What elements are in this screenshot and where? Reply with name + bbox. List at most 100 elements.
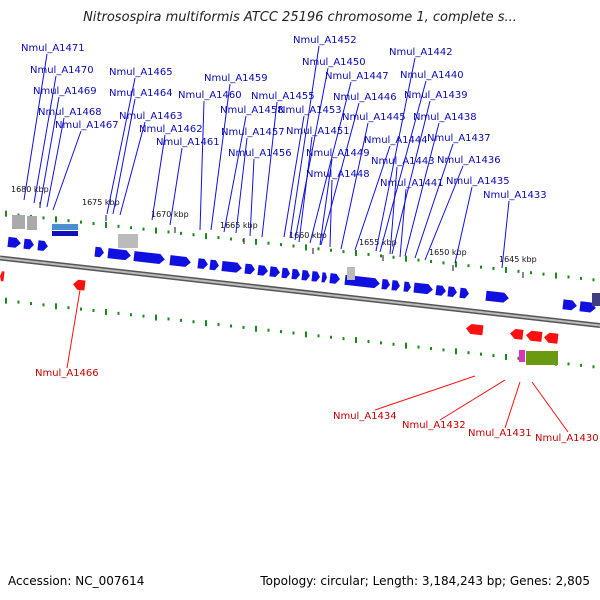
forward-gene bbox=[391, 280, 400, 291]
forward-gene-arrow bbox=[291, 268, 300, 280]
forward-gene-arrow bbox=[7, 236, 21, 248]
reverse-gene-arrow bbox=[0, 271, 5, 282]
misc-feature bbox=[52, 231, 78, 236]
forward-gene-arrow bbox=[244, 263, 255, 275]
forward-gene-arrow bbox=[169, 255, 191, 267]
reverse-gene bbox=[544, 332, 559, 344]
gene-label: Nmul_A1430 bbox=[535, 433, 599, 444]
gene-label: Nmul_A1438 bbox=[413, 112, 477, 123]
gene-label: Nmul_A1453 bbox=[278, 105, 342, 116]
gene-label-leader bbox=[320, 102, 360, 246]
forward-gene bbox=[562, 299, 577, 311]
gene-label-leader bbox=[199, 100, 205, 231]
gene-label: Nmul_A1460 bbox=[178, 90, 242, 101]
gene-label-leader bbox=[289, 45, 320, 239]
gene-label-leader bbox=[379, 80, 427, 253]
gene-label-leader bbox=[119, 121, 146, 216]
forward-gene bbox=[23, 238, 34, 250]
kbp-label: 1650 kbp bbox=[429, 248, 467, 257]
gene-label-leader bbox=[454, 186, 473, 264]
misc-feature bbox=[52, 224, 78, 230]
kbp-label: 1665 kbp bbox=[220, 221, 258, 230]
reverse-gene-arrow bbox=[73, 279, 86, 291]
forward-gene-arrow bbox=[133, 251, 165, 264]
gene-label-leader bbox=[404, 122, 440, 257]
gene-label-leader bbox=[210, 83, 231, 231]
forward-gene-arrow bbox=[485, 290, 509, 303]
reverse-gene-arrow bbox=[526, 330, 543, 342]
gene-label-leader bbox=[329, 179, 333, 248]
reverse-gene bbox=[0, 271, 5, 282]
gene-label: Nmul_A1439 bbox=[404, 90, 468, 101]
gene-label-leader bbox=[112, 98, 136, 215]
forward-gene-arrow bbox=[37, 240, 48, 251]
gene-label: Nmul_A1445 bbox=[342, 112, 406, 123]
gene-label-leader bbox=[298, 136, 313, 243]
gene-label: Nmul_A1441 bbox=[380, 178, 444, 189]
gene-label: Nmul_A1442 bbox=[389, 47, 453, 58]
gene-label: Nmul_A1465 bbox=[109, 67, 173, 78]
forward-gene bbox=[403, 281, 411, 292]
gene-label: Nmul_A1464 bbox=[109, 88, 173, 99]
gene-label-leader bbox=[319, 158, 333, 246]
gene-label-leader bbox=[52, 130, 82, 211]
forward-gene bbox=[435, 285, 446, 296]
gene-label: Nmul_A1463 bbox=[119, 111, 183, 122]
gene-label: Nmul_A1466 bbox=[35, 368, 99, 379]
gene-label-leader bbox=[309, 81, 352, 244]
forward-gene-arrow bbox=[381, 279, 390, 290]
gene-label: Nmul_A1452 bbox=[293, 35, 357, 46]
repeat-feature bbox=[12, 215, 25, 229]
gene-label-leader bbox=[375, 57, 416, 252]
gene-label-leader bbox=[414, 143, 454, 259]
forward-gene-arrow bbox=[107, 248, 131, 261]
misc-feature bbox=[519, 350, 525, 362]
forward-gene bbox=[485, 290, 509, 303]
gene-label: Nmul_A1458 bbox=[220, 105, 284, 116]
gene-label: Nmul_A1462 bbox=[139, 124, 203, 135]
forward-gene-arrow bbox=[221, 261, 242, 273]
gene-label-leader bbox=[424, 165, 464, 261]
forward-gene bbox=[311, 271, 320, 282]
kbp-label: 1680 kbp bbox=[11, 185, 49, 194]
gene-label-leader bbox=[235, 137, 248, 234]
gene-label: Nmul_A1467 bbox=[55, 120, 119, 131]
forward-gene-arrow bbox=[301, 270, 310, 281]
reverse-gene-arrow bbox=[544, 332, 559, 344]
forward-gene bbox=[381, 279, 390, 290]
gene-label-leader bbox=[46, 117, 65, 208]
forward-gene bbox=[7, 236, 21, 248]
forward-gene bbox=[459, 287, 469, 299]
forward-gene-arrow bbox=[281, 267, 290, 279]
gene-label: Nmul_A1449 bbox=[306, 148, 370, 159]
gene-label: Nmul_A1457 bbox=[221, 127, 285, 138]
reverse-gene bbox=[466, 324, 484, 336]
gene-label: Nmul_A1470 bbox=[30, 65, 94, 76]
gene-label-leader bbox=[33, 75, 57, 204]
forward-gene bbox=[209, 259, 219, 271]
forward-gene-arrow bbox=[23, 238, 34, 250]
gene-label-leader bbox=[223, 115, 247, 233]
reverse-gene-arrow bbox=[466, 324, 484, 336]
forward-gene bbox=[244, 263, 255, 275]
gene-label-leader bbox=[340, 122, 369, 250]
gene-label: Nmul_A1471 bbox=[21, 43, 85, 54]
gene-label: Nmul_A1456 bbox=[228, 148, 292, 159]
gene-label: Nmul_A1459 bbox=[204, 73, 268, 84]
repeat-feature bbox=[27, 216, 37, 230]
gene-label-leader bbox=[261, 101, 278, 238]
forward-gene bbox=[329, 273, 340, 284]
gene-label: Nmul_A1455 bbox=[251, 91, 315, 102]
forward-gene-arrow bbox=[403, 281, 411, 292]
gene-label: Nmul_A1469 bbox=[33, 86, 97, 97]
gene-label-leader bbox=[23, 53, 48, 201]
forward-gene-arrow bbox=[321, 272, 327, 283]
backbone-highlight bbox=[0, 257, 600, 327]
gene-label-leader bbox=[504, 381, 521, 429]
reverse-gene bbox=[73, 279, 86, 291]
forward-gene bbox=[281, 267, 290, 279]
reverse-gene-arrow bbox=[510, 328, 524, 340]
gene-label: Nmul_A1443 bbox=[371, 156, 435, 167]
forward-gene-arrow bbox=[94, 246, 104, 258]
